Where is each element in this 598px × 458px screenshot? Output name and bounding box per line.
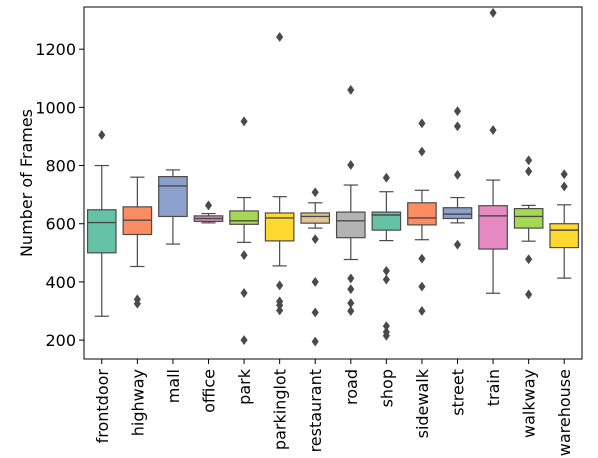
outlier-point xyxy=(560,181,568,192)
box-highway xyxy=(122,176,153,309)
box-street xyxy=(442,106,473,250)
x-tick-label-office: office xyxy=(200,369,219,413)
outlier-point xyxy=(525,254,533,265)
box-iqr xyxy=(371,211,402,231)
y-tick-label: 800 xyxy=(45,157,76,176)
x-tick-label-mall: mall xyxy=(164,369,183,403)
outlier-point xyxy=(560,169,568,180)
box-parkinglot xyxy=(264,31,295,316)
outlier-point xyxy=(347,284,355,295)
box-iqr xyxy=(86,209,117,254)
outlier-point xyxy=(453,239,462,250)
box-mall xyxy=(158,169,188,245)
y-tick-label: 400 xyxy=(45,273,76,292)
outlier-point xyxy=(240,250,248,261)
box-walkway xyxy=(513,155,544,300)
box-park xyxy=(229,116,259,346)
outlier-point xyxy=(311,276,319,287)
x-tick-label-shop: shop xyxy=(377,369,396,407)
outlier-point xyxy=(382,172,390,183)
outlier-point xyxy=(382,265,390,276)
outlier-point xyxy=(418,146,426,157)
x-tick-label-street: street xyxy=(449,369,468,416)
x-tick-label-frontdoor: frontdoor xyxy=(93,369,112,444)
outlier-point xyxy=(347,273,355,284)
box-iqr xyxy=(300,212,331,224)
outlier-point xyxy=(276,305,284,316)
x-axis: frontdoor highway mall office park parkinglot… xyxy=(93,359,574,456)
y-tick-label: 1200 xyxy=(35,40,76,59)
x-tick-label-park: park xyxy=(235,368,254,405)
outlier-point xyxy=(240,335,248,346)
x-tick-label-walkway: walkway xyxy=(520,369,539,438)
box-iqr xyxy=(335,211,366,239)
y-tick-label: 600 xyxy=(45,215,76,234)
outlier-point xyxy=(525,166,533,177)
x-tick-label-restaurant: restaurant xyxy=(306,369,325,452)
outlier-point xyxy=(204,200,213,211)
x-tick-label-warehouse: warehouse xyxy=(555,369,574,456)
outlier-point xyxy=(418,253,426,264)
outlier-point xyxy=(133,298,141,309)
outlier-point xyxy=(418,118,426,129)
x-tick-label-parkinglot: parkinglot xyxy=(271,369,290,450)
outlier-point xyxy=(347,84,355,95)
box-iqr xyxy=(513,208,544,229)
outlier-point xyxy=(418,305,426,317)
outlier-point xyxy=(525,289,533,300)
outlier-point xyxy=(453,169,462,180)
outlier-point xyxy=(525,155,533,166)
box-frontdoor xyxy=(86,129,117,317)
box-shop xyxy=(371,172,402,341)
outlier-point xyxy=(98,129,106,141)
outlier-point xyxy=(311,234,319,245)
box-iqr xyxy=(442,207,473,220)
box-iqr xyxy=(229,210,259,225)
outlier-point xyxy=(382,330,390,341)
outlier-point xyxy=(382,274,390,285)
box-sidewalk xyxy=(407,118,437,317)
outlier-point xyxy=(453,121,462,132)
outlier-point xyxy=(276,31,284,42)
box-iqr xyxy=(264,212,295,242)
plot-frame xyxy=(83,6,583,360)
y-axis-title: Number of Frames xyxy=(17,109,36,257)
box-iqr xyxy=(158,176,188,218)
outlier-point xyxy=(311,187,319,198)
box-iqr xyxy=(407,202,437,226)
outlier-point xyxy=(347,305,355,317)
y-tick-label: 200 xyxy=(45,331,76,350)
y-tick-label: 1000 xyxy=(35,98,76,117)
outlier-point xyxy=(489,7,497,18)
box-warehouse xyxy=(549,169,580,279)
y-axis: 200 400 600 800 1000 1200 xyxy=(35,40,84,350)
box-iqr xyxy=(478,205,508,250)
box-train xyxy=(478,7,508,294)
box-road xyxy=(335,84,366,317)
outlier-point xyxy=(347,159,355,170)
outlier-point xyxy=(240,116,248,127)
outlier-point xyxy=(311,307,319,318)
x-tick-label-sidewalk: sidewalk xyxy=(413,368,432,438)
outlier-point xyxy=(418,281,426,292)
outlier-point xyxy=(489,125,497,136)
outlier-point xyxy=(276,280,284,291)
box-restaurant xyxy=(300,187,331,347)
x-tick-label-road: road xyxy=(342,369,361,405)
x-tick-label-highway: highway xyxy=(128,369,147,436)
boxes-layer xyxy=(86,7,580,347)
outlier-point xyxy=(240,287,248,298)
box-iqr xyxy=(549,223,580,249)
outlier-point xyxy=(311,336,319,347)
outlier-point xyxy=(453,106,462,117)
x-tick-label-train: train xyxy=(484,369,503,406)
box-office xyxy=(193,200,224,224)
